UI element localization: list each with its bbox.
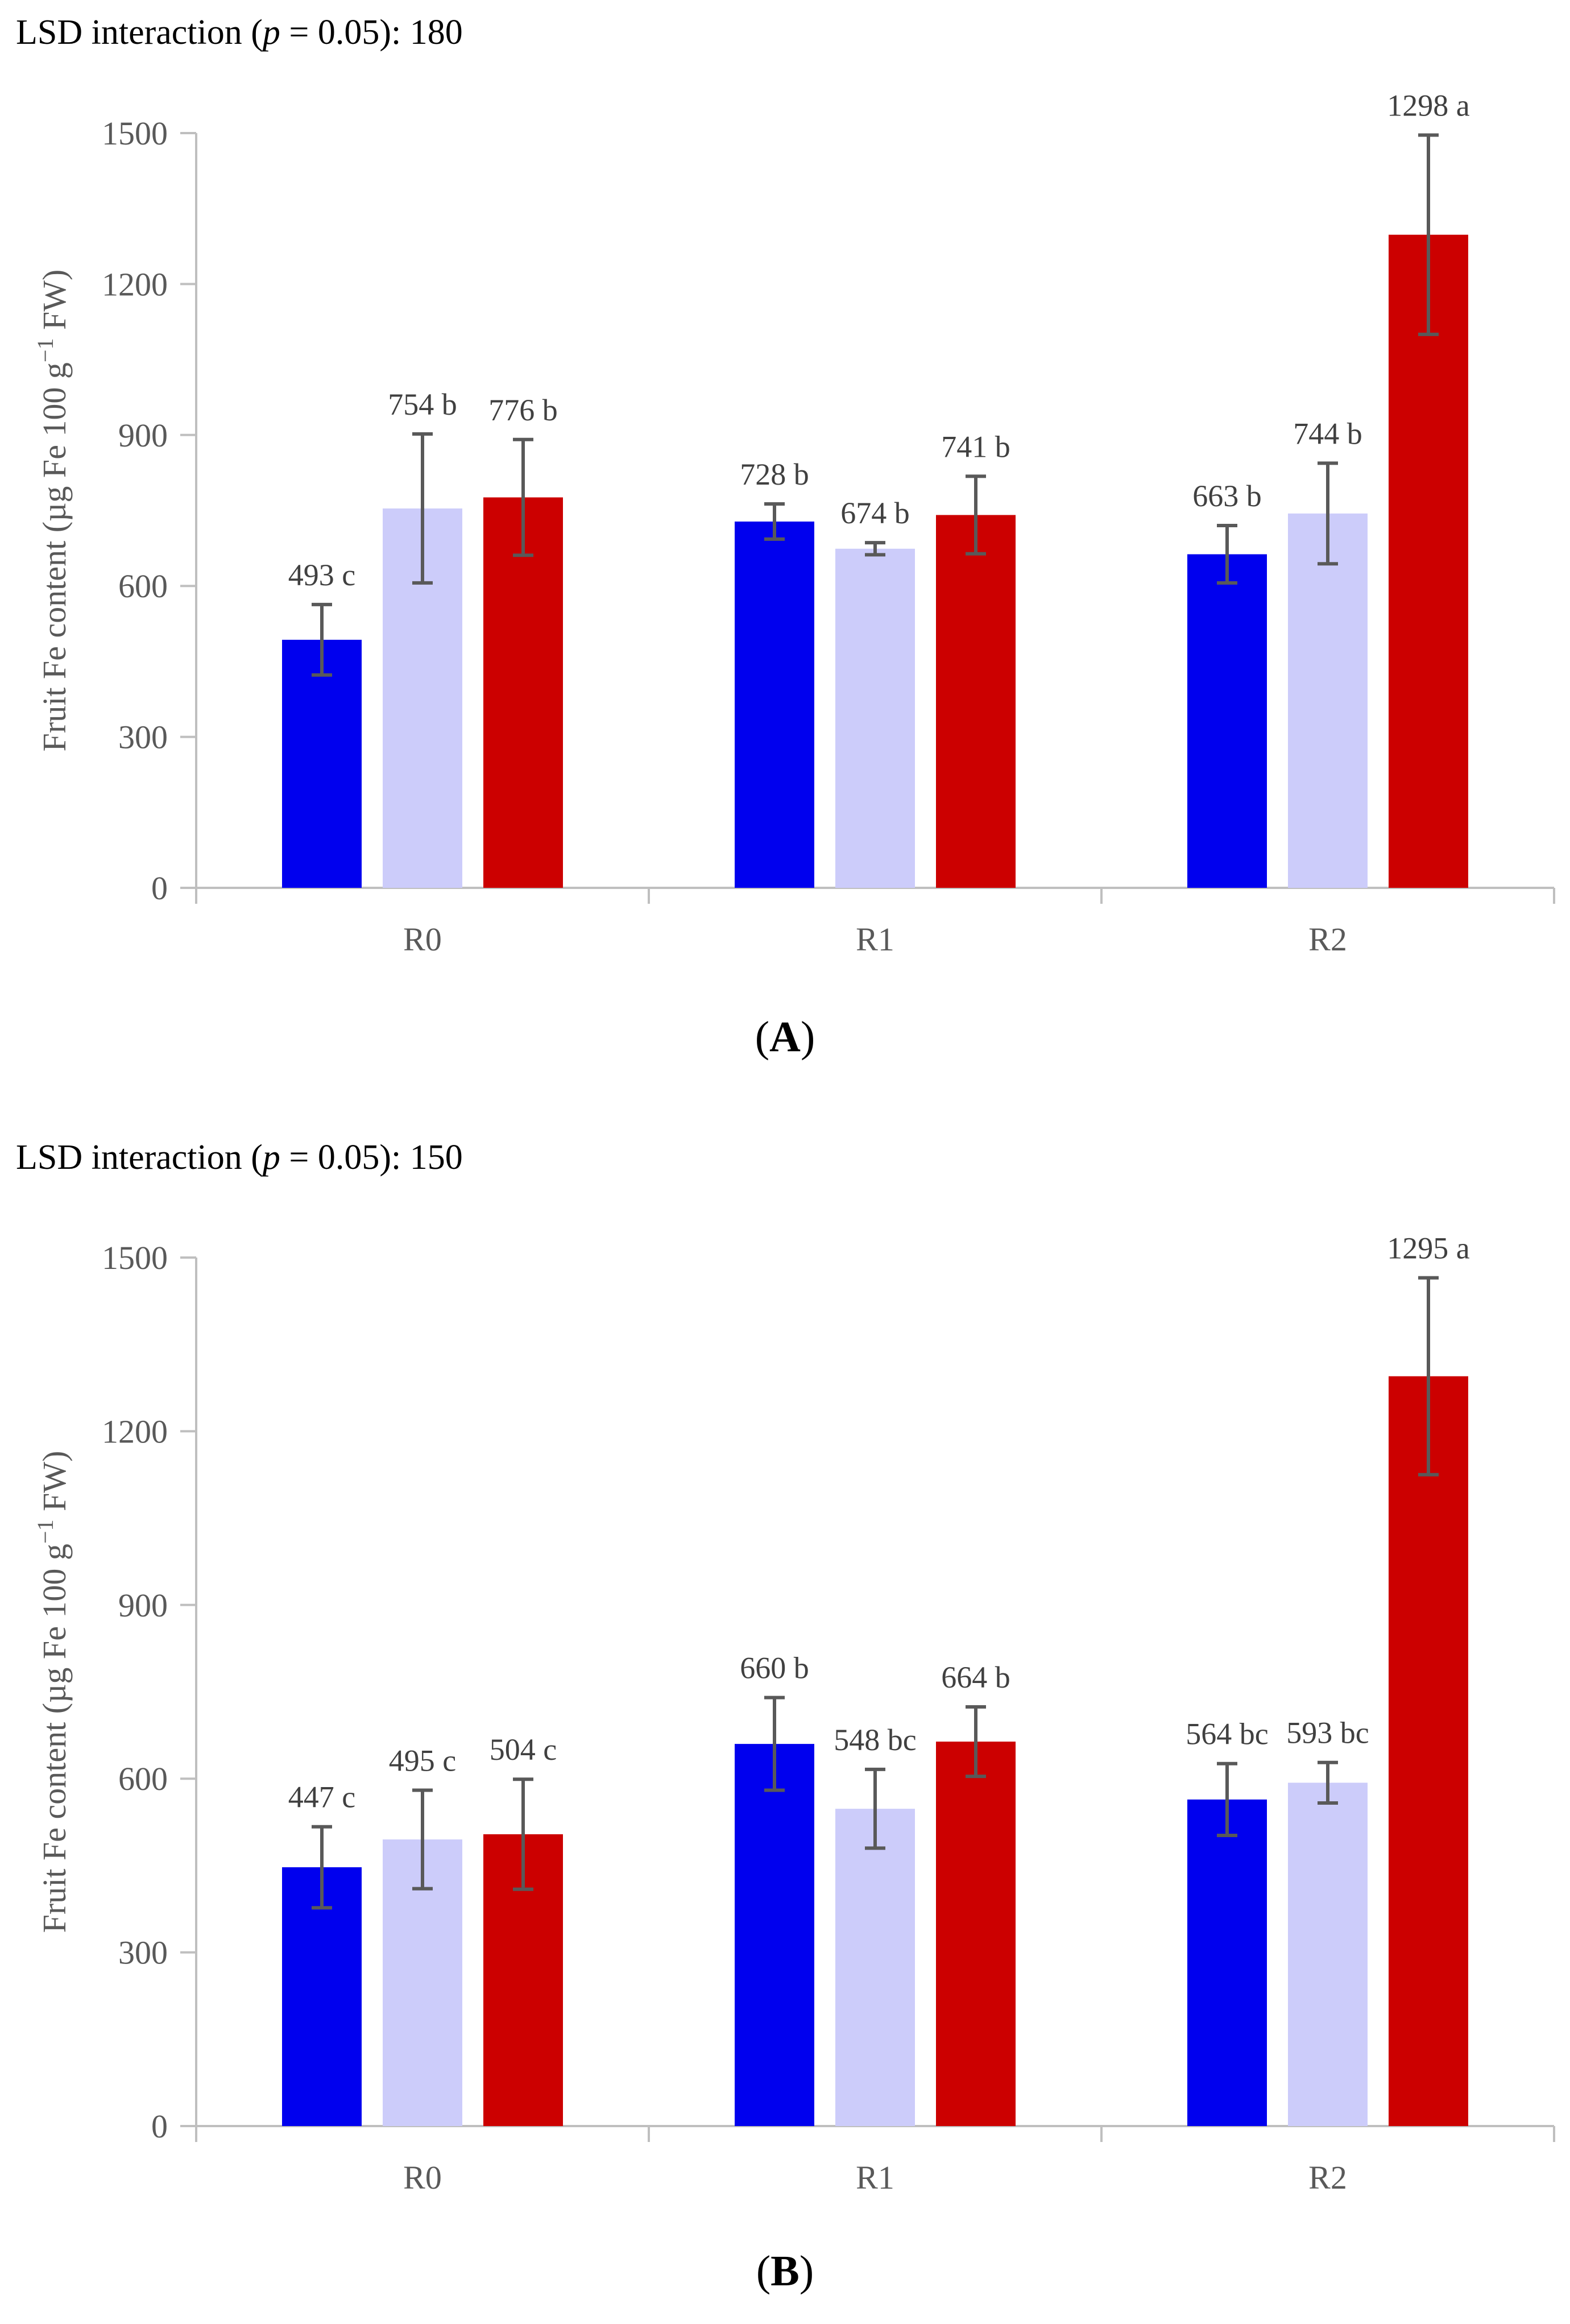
error-bar (865, 541, 885, 557)
data-label: 741 b (941, 429, 1010, 464)
bar-series-3-r1 (936, 515, 1016, 888)
error-bar (966, 474, 986, 556)
data-label: 564 bc (1186, 1717, 1268, 1751)
error-bar (966, 1705, 986, 1779)
bar-series-1-r2 (1187, 554, 1267, 888)
error-bar (412, 1788, 433, 1891)
error-bar (1318, 1760, 1338, 1805)
data-label: 1295 a (1387, 1231, 1470, 1266)
data-label: 495 c (389, 1744, 456, 1778)
x-category-label: R1 (856, 2159, 894, 2196)
x-category-label: R1 (856, 921, 894, 958)
y-axis-label: Fruit Fe content (µg Fe 100 g−1 FW) (32, 1451, 73, 1933)
panel-label: (B) (756, 2247, 814, 2295)
chart-panel-b: LSD interaction (p = 0.05): 150 0 300 600 9… (0, 1138, 1570, 2324)
bar-series-3-r0 (483, 497, 563, 888)
panel-label: (A) (755, 1013, 815, 1061)
y-tick-label: 0 (151, 870, 168, 907)
x-category-label: R2 (1308, 921, 1347, 958)
bar-series-3-r1 (936, 1742, 1016, 2126)
bar-series-2-r1 (835, 548, 915, 888)
bar-series-1-r2 (1187, 1799, 1267, 2126)
data-label: 728 b (740, 457, 809, 491)
bar-series-1-r0 (282, 639, 362, 888)
data-label: 593 bc (1286, 1716, 1369, 1750)
y-tick-label: 900 (118, 417, 168, 454)
lsd-annotation: LSD interaction (p = 0.05): 180 (16, 13, 463, 52)
lsd-annotation: LSD interaction (p = 0.05): 150 (16, 1138, 463, 1177)
chart-panel-a: LSD interaction (p = 0.05): 180 0 300 600 9… (0, 0, 1570, 1138)
data-label: 664 b (941, 1660, 1010, 1694)
x-category-label: R0 (403, 2159, 442, 2196)
y-tick-label: 1500 (102, 115, 168, 152)
error-bar (1418, 1276, 1439, 1477)
y-tick-label: 300 (118, 719, 168, 756)
y-tick-label: 1200 (102, 1413, 168, 1450)
bar-series-3-r2 (1389, 234, 1468, 888)
error-bar (764, 1696, 785, 1792)
bar-series-1-r1 (735, 521, 814, 888)
bar-series-1-r1 (735, 1744, 814, 2126)
error-bar (312, 1825, 332, 1910)
data-label: 493 c (288, 558, 355, 592)
bar-series-2-r1 (835, 1809, 915, 2126)
bar-series-3-r2 (1389, 1376, 1468, 2126)
y-tick-label: 600 (118, 568, 168, 605)
bar-series-2-r2 (1288, 1783, 1368, 2126)
error-bar (764, 502, 785, 541)
y-tick-label: 300 (118, 1934, 168, 1971)
bar-chart-a: 0 300 600 900 1200 1500 Fruit Fe content (µg F… (32, 89, 1555, 958)
y-tick-label: 900 (118, 1587, 168, 1624)
data-label: 663 b (1192, 479, 1262, 513)
error-bar (1217, 1761, 1237, 1837)
y-tick-label: 1500 (102, 1239, 168, 1276)
bar-series-1-r0 (282, 1867, 362, 2126)
bar-chart-b: 0 300 600 900 1200 1500 Fruit Fe content (µg F… (32, 1231, 1555, 2196)
y-tick-label: 0 (151, 2108, 168, 2145)
error-bar (513, 1777, 533, 1891)
error-bar (1318, 461, 1338, 566)
y-axis-label: Fruit Fe content (µg Fe 100 g−1 FW) (32, 270, 73, 752)
error-bar (1418, 133, 1439, 336)
data-label: 504 c (490, 1732, 557, 1767)
error-bar (412, 432, 433, 585)
error-bar (312, 602, 332, 677)
data-label: 754 b (388, 387, 457, 421)
error-bar (513, 437, 533, 557)
data-label: 447 c (288, 1780, 355, 1814)
error-bar (1217, 524, 1237, 585)
y-tick-label: 1200 (102, 266, 168, 303)
error-bar (865, 1767, 885, 1850)
data-label: 744 b (1293, 416, 1362, 450)
bar-series-2-r2 (1288, 513, 1368, 888)
x-category-label: R0 (403, 921, 442, 958)
data-label: 548 bc (834, 1723, 916, 1757)
data-label: 674 b (840, 496, 910, 530)
data-label: 776 b (488, 393, 558, 427)
y-tick-label: 600 (118, 1760, 168, 1797)
data-label: 1298 a (1387, 89, 1470, 123)
data-label: 660 b (740, 1651, 809, 1685)
x-category-label: R2 (1308, 2159, 1347, 2196)
